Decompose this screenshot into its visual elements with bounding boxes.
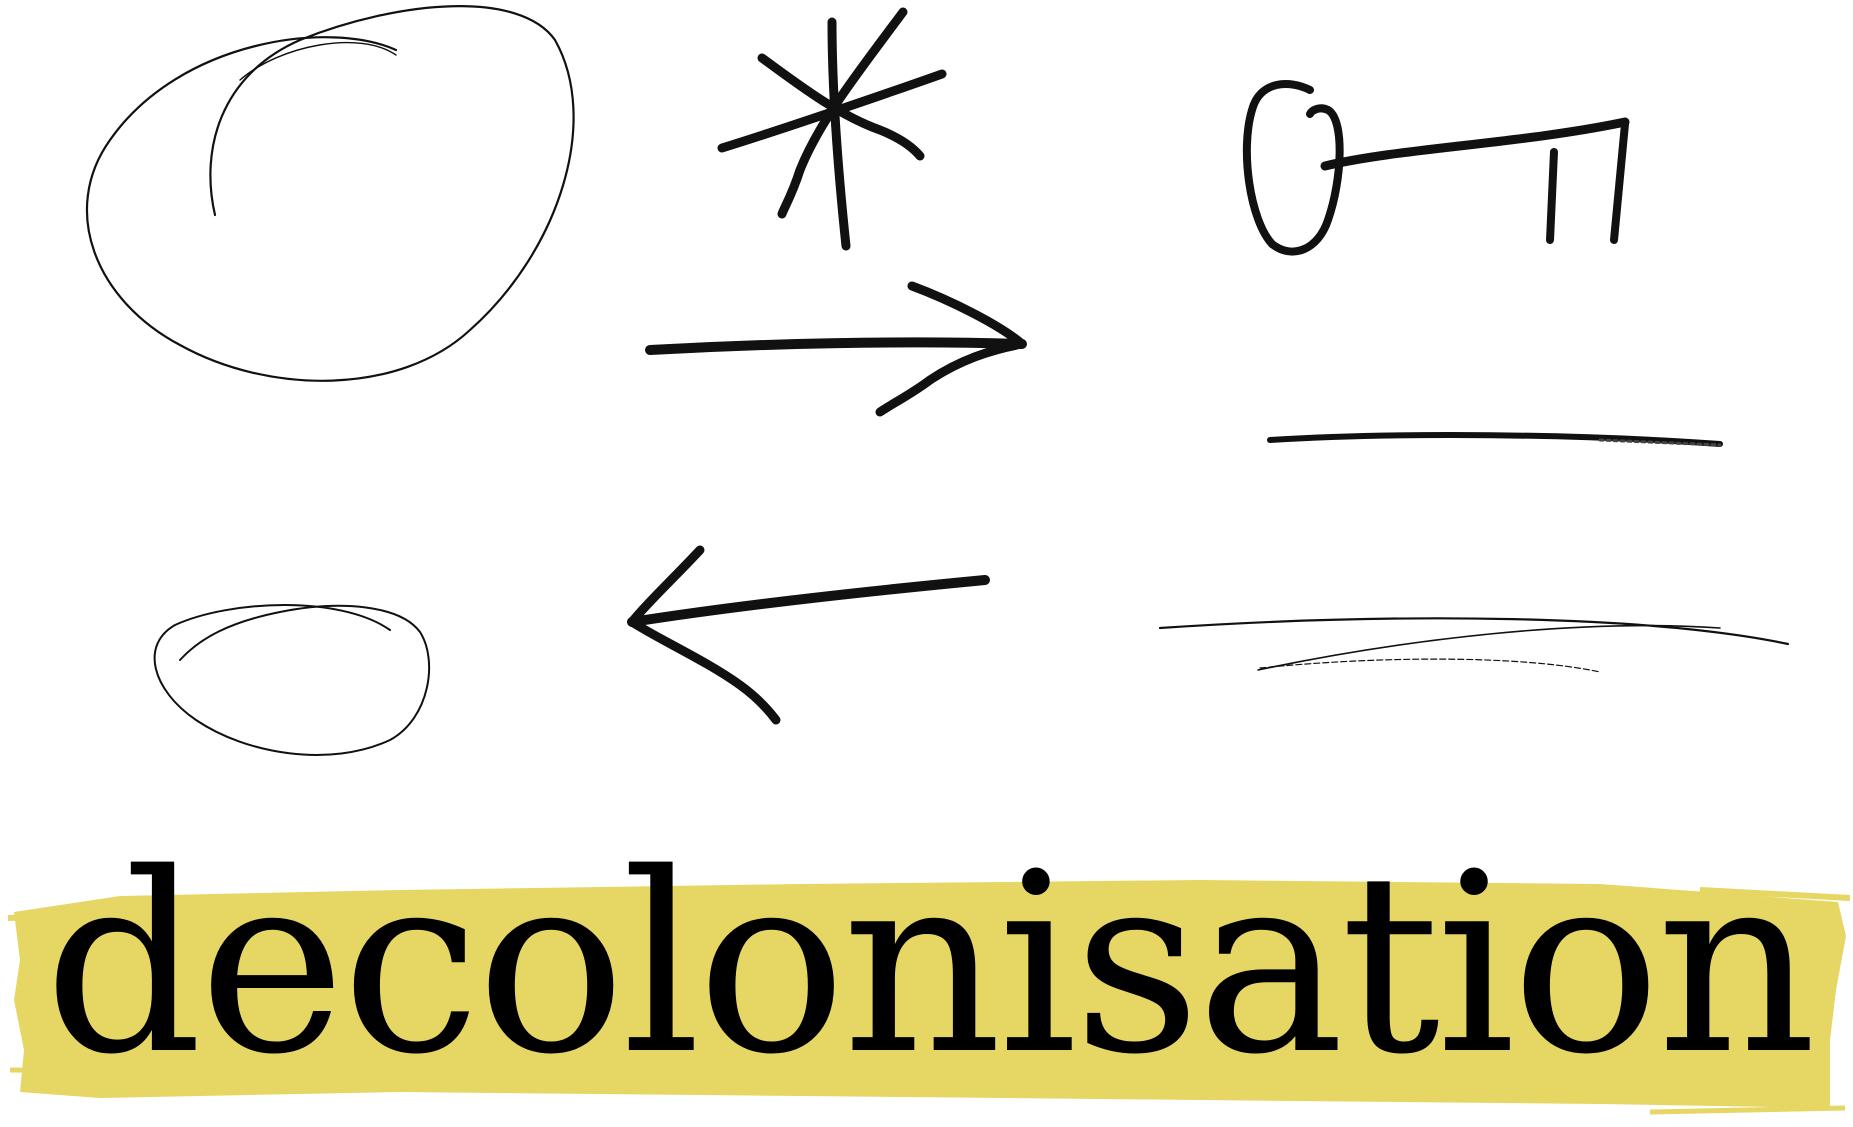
- yellow-brush-stroke: [7, 880, 1851, 1115]
- large-egg-outline-icon: [85, 5, 575, 382]
- thin-swoosh-lines-icon: [1158, 617, 1790, 673]
- decolonisation-word: decolonisation: [44, 821, 1817, 1109]
- thick-line-icon: [1267, 432, 1723, 447]
- key-icon: [1242, 80, 1630, 256]
- small-egg-outline-icon: [153, 604, 431, 756]
- asterisk-icon: [717, 7, 947, 251]
- right-arrow-icon: [645, 281, 1027, 417]
- left-arrow-icon: [627, 545, 990, 725]
